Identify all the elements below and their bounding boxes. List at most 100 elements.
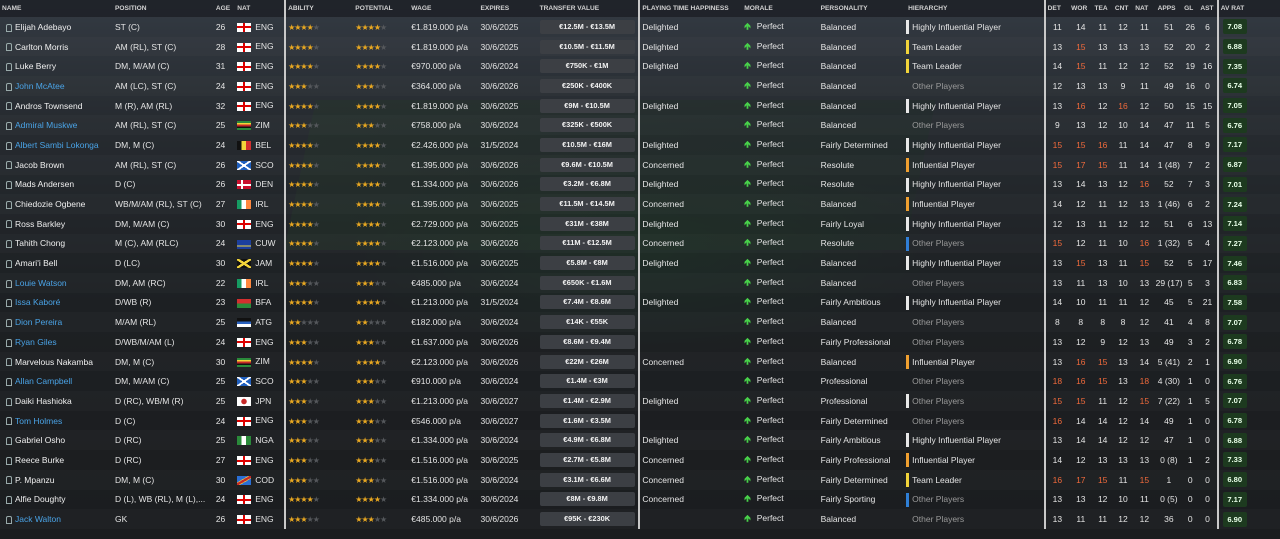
player-name[interactable]: Reece Burke <box>15 454 65 465</box>
col-header-ast[interactable]: AST <box>1198 0 1219 17</box>
player-row[interactable]: Albert Sambi Lokonga DM, M (C) 24 BEL ★★★★★ ★… <box>0 135 1280 155</box>
col-header-apps[interactable]: APPS <box>1155 0 1183 17</box>
player-row[interactable]: Gabriel Osho D (RC) 25 NGA ★★★★★ ★★★★★ €1.334.… <box>0 430 1280 451</box>
player-row[interactable]: Andros Townsend M (R), AM (RL) 32 ENG ★★★★★ ★… <box>0 95 1280 116</box>
col-header-nat-attr[interactable]: NAT <box>1133 0 1156 17</box>
player-name[interactable]: Jack Walton <box>15 514 61 525</box>
player-name-cell[interactable]: Mads Andersen <box>0 175 113 195</box>
player-name-cell[interactable]: P. Mpanzu <box>0 470 113 490</box>
player-row[interactable]: Jacob Brown AM (RL), ST (C) 26 SCO ★★★★★ ★★★★… <box>0 154 1280 175</box>
player-name[interactable]: Carlton Morris <box>15 41 69 52</box>
col-header-expires[interactable]: EXPIRES <box>478 0 538 17</box>
player-name-cell[interactable]: Tom Holmes <box>0 411 113 431</box>
player-name-cell[interactable]: Jacob Brown <box>0 155 113 175</box>
player-name[interactable]: Mads Andersen <box>15 179 75 190</box>
player-name[interactable]: Alfie Doughty <box>15 494 66 505</box>
player-name-cell[interactable]: Issa Kaboré <box>0 293 113 313</box>
player-name-cell[interactable]: Chiedozie Ogbene <box>0 194 113 214</box>
player-name-cell[interactable]: Allan Campbell <box>0 371 113 391</box>
player-name-cell[interactable]: Admiral Muskwe <box>0 115 113 135</box>
player-name-cell[interactable]: John McAtee <box>0 76 113 96</box>
col-header-age[interactable]: AGE <box>213 0 236 17</box>
player-name[interactable]: Louie Watson <box>15 277 67 288</box>
col-header-potential[interactable]: POTENTIAL <box>353 0 410 17</box>
player-name[interactable]: Gabriel Osho <box>15 435 66 446</box>
player-row[interactable]: Tahith Chong M (C), AM (RLC) 24 CUW ★★★★★ ★★★… <box>0 233 1280 254</box>
col-header-playing-time-happiness[interactable]: PLAYING TIME HAPPINESS <box>639 0 743 17</box>
player-row[interactable]: Chiedozie Ogbene WB/M/AM (RL), ST (C) 27 IR… <box>0 194 1280 214</box>
player-row[interactable]: Issa Kaboré D/WB (R) 23 BFA ★★★★★ ★★★★★ €1.213… <box>0 292 1280 313</box>
player-row[interactable]: Mads Andersen D (C) 26 DEN ★★★★★ ★★★★★ €1.334.… <box>0 174 1280 195</box>
col-header-hierarchy[interactable]: HIERARCHY <box>906 0 1046 17</box>
player-name-cell[interactable]: Reece Burke <box>0 450 113 470</box>
player-name-cell[interactable]: Albert Sambi Lokonga <box>0 135 113 155</box>
player-name-cell[interactable]: Dion Pereira <box>0 312 113 332</box>
player-row[interactable]: Jack Walton GK 26 ENG ★★★★★ ★★★★★ €485.000 p/a… <box>0 509 1280 529</box>
player-name[interactable]: Admiral Muskwe <box>15 120 78 131</box>
col-header-wor[interactable]: WOR <box>1069 0 1093 17</box>
player-row[interactable]: Dion Pereira M/AM (RL) 25 ATG ★★★★★ ★★★★★ €182… <box>0 312 1280 332</box>
col-header-name[interactable]: NAME <box>0 0 114 17</box>
player-name[interactable]: Dion Pereira <box>15 317 63 328</box>
player-name-cell[interactable]: Ryan Giles <box>0 332 113 352</box>
col-header-det[interactable]: DET <box>1044 0 1070 17</box>
col-header-transfer-value[interactable]: TRANSFER VALUE <box>537 0 641 17</box>
player-name-cell[interactable]: Alfie Doughty <box>0 490 113 510</box>
player-name[interactable]: Tahith Chong <box>15 238 66 249</box>
col-header-wage[interactable]: WAGE <box>409 0 479 17</box>
player-name-cell[interactable]: Tahith Chong <box>0 234 113 254</box>
player-name-cell[interactable]: Luke Berry <box>0 56 113 76</box>
col-header-cnt[interactable]: CNT <box>1112 0 1134 17</box>
player-name[interactable]: P. Mpanzu <box>15 474 55 485</box>
player-name[interactable]: Luke Berry <box>15 61 57 72</box>
player-row[interactable]: Amari'i Bell D (LC) 30 JAM ★★★★★ ★★★★★ €1.516.… <box>0 253 1280 273</box>
player-name-cell[interactable]: Carlton Morris <box>0 37 113 57</box>
player-name-cell[interactable]: Elijah Adebayo <box>0 17 113 37</box>
player-name-cell[interactable]: Jack Walton <box>0 509 113 529</box>
player-name[interactable]: Jacob Brown <box>15 159 65 170</box>
player-row[interactable]: Luke Berry DM, M/AM (C) 31 ENG ★★★★★ ★★★★★ €97… <box>0 56 1280 77</box>
player-name-cell[interactable]: Andros Townsend <box>0 96 113 116</box>
player-row[interactable]: Marvelous Nakamba DM, M (C) 30 ZIM ★★★★★ ★★★★… <box>0 351 1280 372</box>
player-name[interactable]: Ryan Giles <box>15 336 57 347</box>
player-name-cell[interactable]: Marvelous Nakamba <box>0 352 113 372</box>
player-name[interactable]: Daiki Hashioka <box>15 395 72 406</box>
player-name[interactable]: Marvelous Nakamba <box>15 356 93 367</box>
player-name[interactable]: Issa Kaboré <box>15 297 61 308</box>
player-row[interactable]: Louie Watson DM, AM (RC) 22 IRL ★★★★★ ★★★★★ €4… <box>0 272 1280 293</box>
player-row[interactable]: Daiki Hashioka D (RC), WB/M (R) 25 JPN ★★★★★… <box>0 391 1280 411</box>
player-name[interactable]: Andros Townsend <box>15 100 83 111</box>
player-name-cell[interactable]: Amari'i Bell <box>0 253 113 273</box>
player-row[interactable]: P. Mpanzu DM, M (C) 30 COD ★★★★★ ★★★★★ €1.516.… <box>0 469 1280 490</box>
player-row[interactable]: Allan Campbell DM, M/AM (C) 25 SCO ★★★★★ ★★★★… <box>0 371 1280 392</box>
player-row[interactable]: John McAtee AM (LC), ST (C) 24 ENG ★★★★★ ★★★★… <box>0 76 1280 96</box>
col-header-gl[interactable]: GL <box>1182 0 1199 17</box>
player-name-cell[interactable]: Daiki Hashioka <box>0 391 113 411</box>
player-name-cell[interactable]: Louie Watson <box>0 273 113 293</box>
col-header-tea[interactable]: TEA <box>1092 0 1113 17</box>
player-row[interactable]: Tom Holmes D (C) 24 ENG ★★★★★ ★★★★★ €546.000 p… <box>0 410 1280 431</box>
col-header-nat[interactable]: NAT <box>235 0 287 17</box>
col-header-personality[interactable]: PERSONALITY <box>818 0 907 17</box>
player-row[interactable]: Elijah Adebayo ST (C) 26 ENG ★★★★★ ★★★★★ €1.81… <box>0 17 1280 37</box>
player-name[interactable]: Elijah Adebayo <box>15 21 72 32</box>
col-header-av-rat[interactable]: AV RAT <box>1217 0 1280 17</box>
player-name-cell[interactable]: Gabriel Osho <box>0 430 113 450</box>
player-row[interactable]: Ross Barkley DM, M/AM (C) 30 ENG ★★★★★ ★★★★★ €… <box>0 213 1280 234</box>
player-name[interactable]: Amari'i Bell <box>15 258 58 269</box>
col-header-position[interactable]: POSITION <box>113 0 214 17</box>
player-row[interactable]: Alfie Doughty D (L), WB (RL), M (L),... 24… <box>0 489 1280 510</box>
col-header-morale[interactable]: MORALE <box>742 0 819 17</box>
player-name[interactable]: Allan Campbell <box>15 376 73 387</box>
player-row[interactable]: Admiral Muskwe AM (RL), ST (C) 25 ZIM ★★★★★ ★… <box>0 115 1280 136</box>
player-row[interactable]: Reece Burke D (RC) 27 ENG ★★★★★ ★★★★★ €1.516.0… <box>0 450 1280 470</box>
player-name[interactable]: Albert Sambi Lokonga <box>15 139 99 150</box>
player-row[interactable]: Ryan Giles D/WB/M/AM (L) 24 ENG ★★★★★ ★★★★★ €1… <box>0 332 1280 352</box>
player-name-cell[interactable]: Ross Barkley <box>0 214 113 234</box>
col-header-ability[interactable]: ABILITY <box>285 0 354 17</box>
player-name[interactable]: Ross Barkley <box>15 218 66 229</box>
player-name[interactable]: John McAtee <box>15 80 65 91</box>
player-name[interactable]: Tom Holmes <box>15 415 63 426</box>
player-name[interactable]: Chiedozie Ogbene <box>15 199 86 210</box>
player-row[interactable]: Carlton Morris AM (RL), ST (C) 28 ENG ★★★★★ ★… <box>0 36 1280 57</box>
